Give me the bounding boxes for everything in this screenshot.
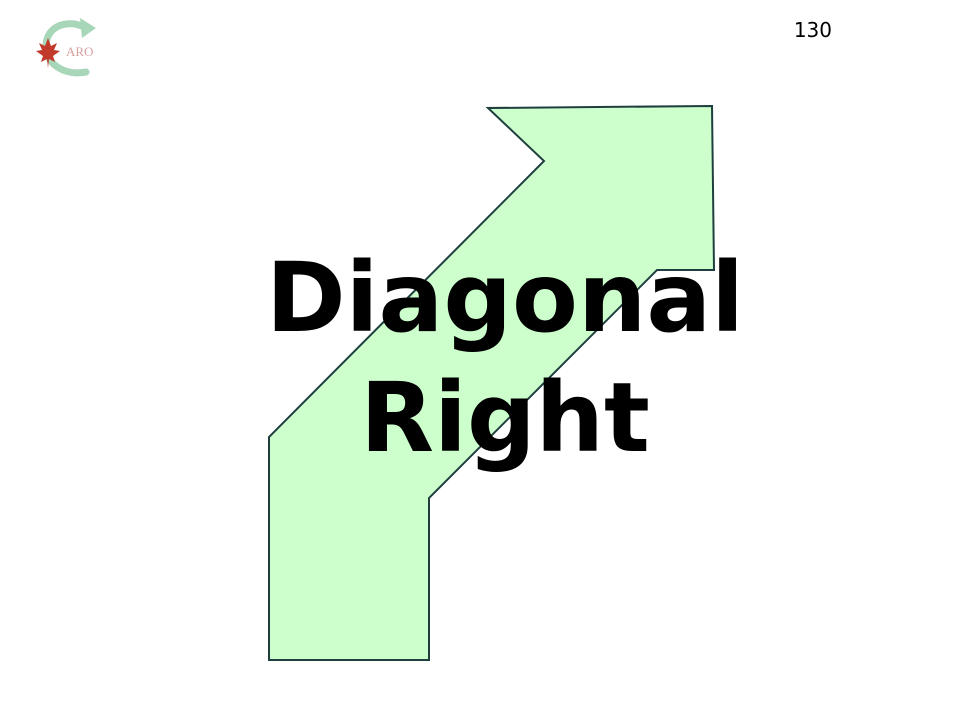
title-line-2: Right (360, 362, 650, 474)
logo-text: ARO (66, 44, 94, 59)
logo: ARO (28, 16, 108, 86)
page-number: 130 (793, 18, 832, 42)
maple-leaf-icon (36, 18, 96, 77)
title-line-1: Diagonal (265, 242, 745, 354)
slide-title: Diagonal Right (180, 238, 830, 478)
